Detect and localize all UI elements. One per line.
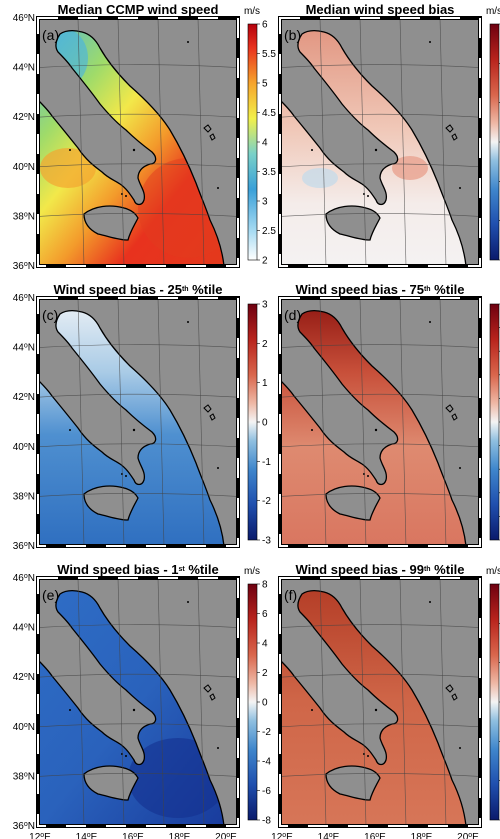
panel-e: Wind speed bias - 1st %tile (e) m/s8 6 4 2 0 -2… [13, 562, 272, 839]
lon-label: 20oE [215, 832, 237, 839]
panel-title: Median CCMP wind speed [58, 2, 219, 17]
colorbar-tick-label: 2 [262, 668, 268, 679]
colorbar-tick-label: 0 [262, 698, 268, 709]
colorbar-tick-label: -3 [262, 536, 271, 547]
colorbar-tick-label: -6 [262, 786, 271, 797]
lat-label: 38oN [13, 771, 35, 783]
panel-c: Wind speed bias - 25th %tile (c) 3 2 1 0 -1 -2 -… [13, 282, 272, 552]
lon-label: 16oE [122, 832, 144, 839]
lat-label: 36oN [13, 821, 35, 833]
panel-title: Wind speed bias - 99th %tile [295, 562, 464, 577]
colorbar-unit: m/s [244, 566, 260, 577]
lat-label: 38oN [13, 491, 35, 503]
lat-label: 44oN [13, 342, 35, 354]
colorbar-tick-label: 5 [262, 79, 268, 90]
colorbar: m/s8 6 4 2 0 -2 -4 -6 -8 [244, 566, 271, 827]
panel-letter: (c) [42, 307, 58, 323]
map-area [278, 16, 482, 268]
lat-label: 40oN [13, 441, 35, 453]
lat-label: 44oN [13, 62, 35, 74]
lat-label: 42oN [13, 392, 35, 404]
lat-label: 40oN [13, 721, 35, 733]
colorbar-tick-label: 6 [262, 20, 268, 31]
lon-label: 18oE [169, 832, 191, 839]
colorbar-tick-label: -2 [262, 727, 271, 738]
colorbar-tick-label: 3.5 [262, 167, 276, 178]
colorbar-tick-label: 4 [262, 639, 268, 650]
panel-title: Median wind speed bias [306, 2, 455, 17]
colorbar-unit: m/s [486, 566, 500, 577]
panel-title: Wind speed bias - 25th %tile [53, 282, 222, 297]
colorbar-tick-label: 4 [262, 138, 268, 149]
colorbar-tick-label: -8 [262, 816, 271, 827]
lon-label: 14oE [76, 832, 98, 839]
lon-label: 12oE [271, 832, 293, 839]
lat-label: 40oN [13, 161, 35, 173]
colorbar-tick-label: 2.5 [262, 226, 276, 237]
panel-letter: (a) [42, 27, 59, 43]
colorbar: m/s6 5.5 5 4.5 4 3.5 3 2.5 2 [244, 6, 276, 267]
colorbar-tick-label: 1 [262, 378, 268, 389]
lat-label: 42oN [13, 672, 35, 684]
lat-label: 46oN [13, 573, 35, 585]
panel-title: Wind speed bias - 75th %tile [295, 282, 464, 297]
colorbar-tick-label: 6 [262, 609, 268, 620]
colorbar-unit: m/s [244, 6, 260, 17]
colorbar-tick-label: -4 [262, 757, 271, 768]
colorbar-tick-label: 2 [262, 339, 268, 350]
panel-letter: (f) [284, 587, 297, 603]
lat-label: 46oN [13, 13, 35, 25]
lon-label: 18oE [411, 832, 433, 839]
lon-label: 14oE [318, 832, 340, 839]
lat-label: 46oN [13, 293, 35, 305]
panel-letter: (d) [284, 307, 301, 323]
colorbar: m/s151050-5-10-15 [486, 566, 500, 821]
colorbar-tick-label: -2 [262, 496, 271, 507]
colorbar-tick-label: 8 [262, 580, 268, 591]
map-area [36, 576, 240, 828]
colorbar-tick-label: 2 [262, 256, 268, 267]
colorbar-tick-label: 3 [262, 300, 268, 311]
lat-label: 42oN [13, 112, 35, 124]
colorbar: 3 2 1 0 -1 -2 -3 [247, 300, 271, 547]
panel-a: Median CCMP wind speed (a) m/s6 5.5 5 4.5 4 3.5… [13, 2, 277, 272]
lat-label: 38oN [13, 211, 35, 223]
lon-label: 16oE [364, 832, 386, 839]
lon-label: 20oE [457, 832, 479, 839]
colorbar: 543210-1-2-3-4-5 [489, 303, 500, 541]
map-area [36, 16, 240, 268]
colorbar-tick-label: 3 [262, 197, 268, 208]
lon-label: 12oE [29, 832, 51, 839]
colorbar-unit: m/s [486, 6, 500, 17]
colorbar-tick-label: 4.5 [262, 108, 276, 119]
colorbar-tick-label: 5.5 [262, 49, 276, 60]
lat-label: 36oN [13, 261, 35, 273]
colorbar-tick-label: 0 [262, 418, 268, 429]
panel-letter: (e) [42, 587, 59, 603]
colorbar-tick-label: -1 [262, 457, 271, 468]
colorbar: m/s3210-1-2-3 [486, 6, 500, 261]
map-area [278, 296, 482, 548]
panel-d: Wind speed bias - 75th %tile (d) 543210-1-… [278, 282, 500, 548]
panel-title: Wind speed bias - 1st %tile [57, 562, 218, 577]
map-area [36, 296, 240, 548]
lat-label: 36oN [13, 541, 35, 553]
map-area [278, 576, 482, 828]
lat-label: 44oN [13, 622, 35, 634]
panel-letter: (b) [284, 27, 301, 43]
panel-b: Median wind speed bias (b) m/s3210-1-2-3 [278, 2, 500, 268]
panel-f: Wind speed bias - 99th %tile (f) m/s151050… [271, 562, 500, 839]
